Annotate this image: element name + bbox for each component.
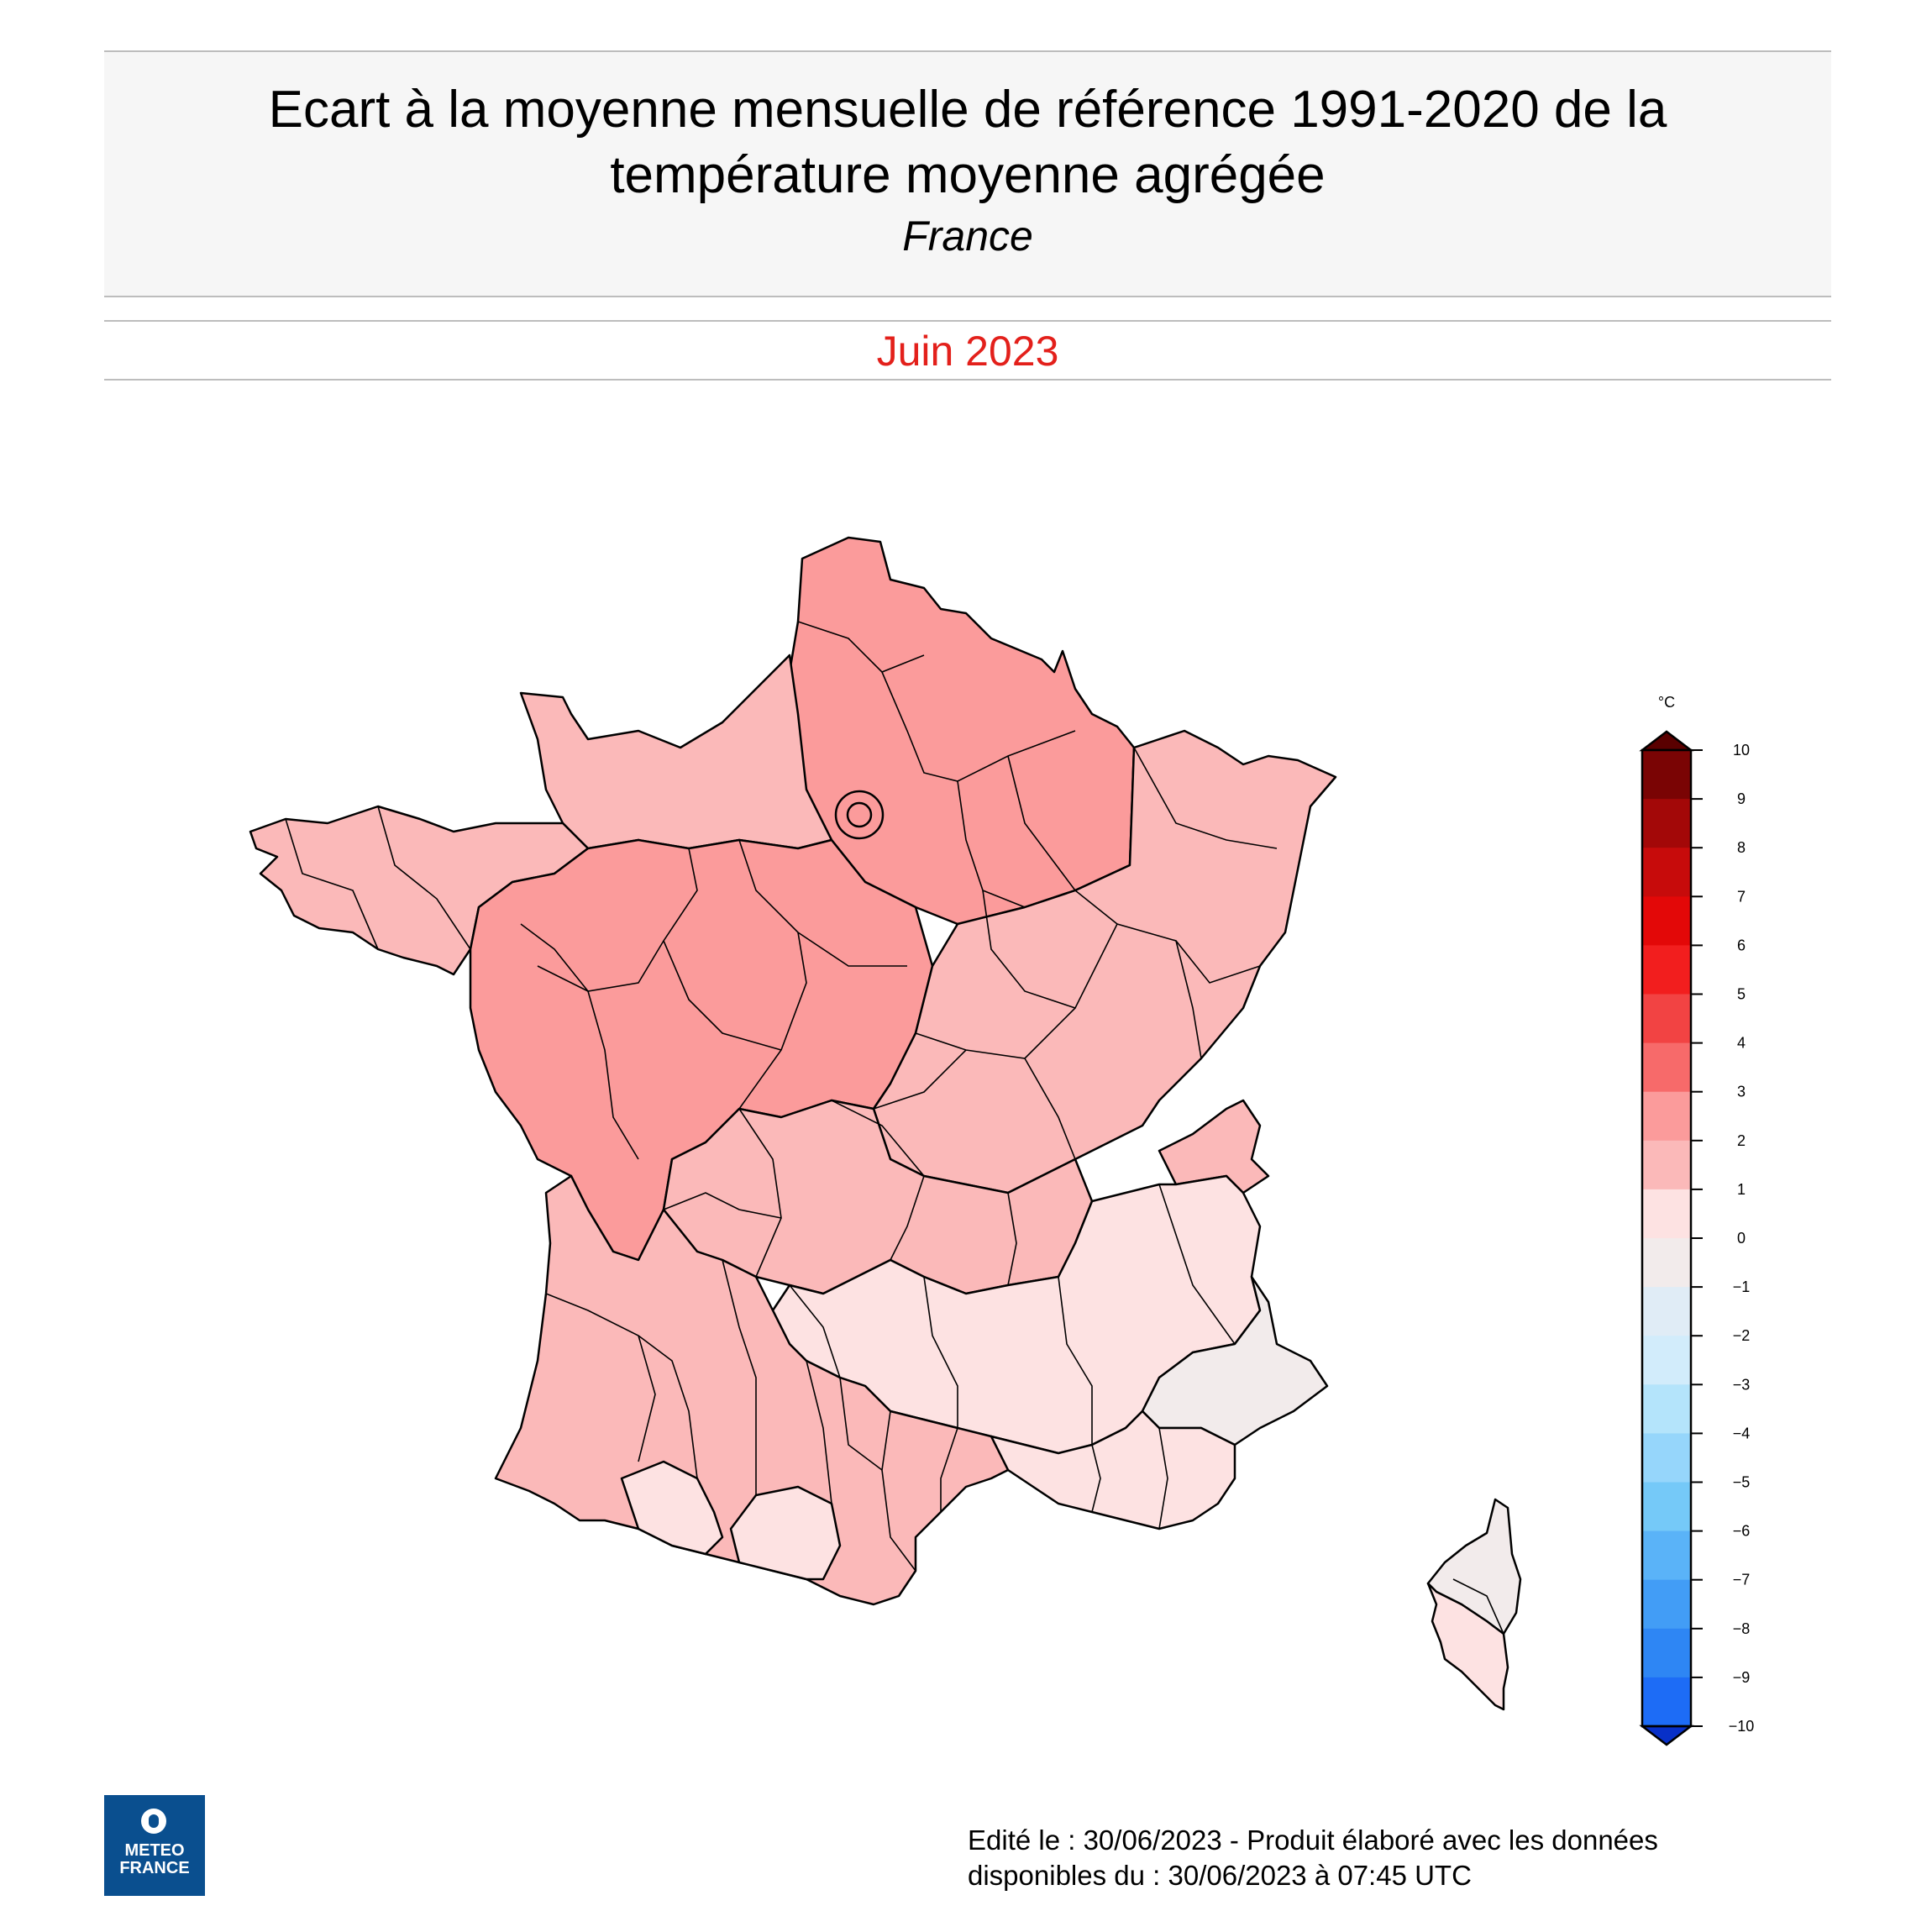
logo-icon <box>141 1809 166 1834</box>
colorbar-segment <box>1642 1042 1691 1093</box>
colorbar-tick-label: −3 <box>1733 1376 1751 1393</box>
paris-departments <box>834 790 885 840</box>
colorbar-segment <box>1642 750 1691 800</box>
colorbar-segment <box>1642 945 1691 995</box>
colorbar-tick-label: 1 <box>1737 1181 1746 1198</box>
colorbar-tick-label: 2 <box>1737 1132 1746 1149</box>
colorbar-segment <box>1642 1238 1691 1288</box>
colorbar-tick-label: 6 <box>1737 937 1746 953</box>
footer-line-2: disponibles du : 30/06/2023 à 07:45 UTC <box>968 1860 1472 1891</box>
region-pyrenees <box>620 1460 724 1556</box>
colorbar-segment <box>1642 1287 1691 1336</box>
colorbar-tick-label: −2 <box>1733 1327 1751 1344</box>
footer-note: Edité le : 30/06/2023 - Produit élaboré … <box>968 1823 1658 1893</box>
colorbar-tick-label: 3 <box>1737 1084 1746 1100</box>
colorbar-tick-label: 8 <box>1737 839 1746 856</box>
colorbar-tick-label: 4 <box>1737 1035 1746 1052</box>
department-borders <box>285 621 1504 1635</box>
header-panel: Ecart à la moyenne mensuelle de référenc… <box>104 50 1831 297</box>
colorbar-segment <box>1642 1677 1691 1727</box>
colorbar-tick-label: −5 <box>1733 1474 1751 1491</box>
colorbar-segment <box>1642 994 1691 1044</box>
colorbar-tick-label: −8 <box>1733 1620 1751 1637</box>
colorbar-tick-label: −10 <box>1729 1718 1755 1735</box>
colorbar-tick-label: 10 <box>1733 742 1750 759</box>
period-label: Juin 2023 <box>876 328 1059 375</box>
colorbar-tick-label: −1 <box>1733 1278 1751 1295</box>
colorbar-arrow-bottom <box>1639 1725 1694 1746</box>
map-subtitle: France <box>902 213 1033 260</box>
colorbar-tick-label: −7 <box>1733 1572 1751 1588</box>
colorbar-segment <box>1642 848 1691 897</box>
colorbar-segment <box>1642 799 1691 848</box>
colorbar-segment <box>1642 1482 1691 1532</box>
title-line-1: Ecart à la moyenne mensuelle de référenc… <box>268 81 1667 139</box>
colorbar-segment <box>1642 896 1691 946</box>
colorbar-tick-label: −9 <box>1733 1669 1751 1686</box>
colorbar-arrow-top <box>1639 730 1694 752</box>
colorbar-unit: °C <box>1658 694 1675 711</box>
logo-text: METEO FRANCE <box>119 1841 190 1877</box>
colorbar-segment <box>1642 1433 1691 1483</box>
colorbar-segment <box>1642 1628 1691 1678</box>
colorbar-segment <box>1642 1189 1691 1239</box>
colorbar-segment <box>1642 1384 1691 1434</box>
region-corse-sud <box>1426 1582 1509 1711</box>
colorbar-segment <box>1642 1091 1691 1142</box>
colorbar-segment <box>1642 1336 1691 1385</box>
period-panel: Juin 2023 <box>104 320 1831 381</box>
colorbar-segment <box>1642 1530 1691 1581</box>
map-title: Ecart à la moyenne mensuelle de référenc… <box>104 77 1831 208</box>
colorbar-tick-label: 9 <box>1737 790 1746 807</box>
colorbar-segment <box>1642 1140 1691 1190</box>
colorbar-tick-label: −4 <box>1733 1425 1751 1441</box>
colorbar-tick-label: −6 <box>1733 1523 1751 1540</box>
title-line-2: température moyenne agrégée <box>610 146 1326 204</box>
region-normandie <box>519 654 833 850</box>
colorbar-segment <box>1642 1579 1691 1630</box>
footer-line-1: Edité le : 30/06/2023 - Produit élaboré … <box>968 1824 1658 1856</box>
colorbar-tick-label: 7 <box>1737 888 1746 905</box>
colorbar-tick-label: 5 <box>1737 986 1746 1003</box>
colorbar-tick-label: 0 <box>1737 1230 1746 1247</box>
meteo-france-logo: METEO FRANCE <box>104 1795 205 1896</box>
region-languedoc <box>729 1485 842 1581</box>
